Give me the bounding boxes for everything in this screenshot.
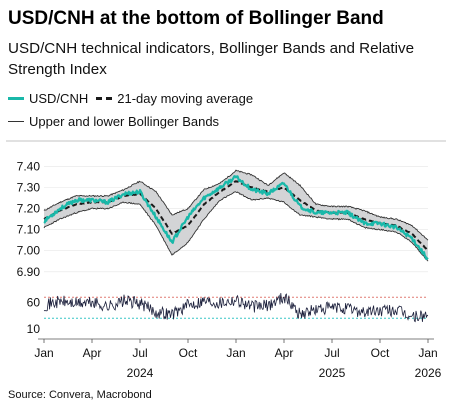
x-tick-label: Jul bbox=[132, 346, 147, 360]
legend-swatch-bands bbox=[8, 121, 24, 122]
bollinger-band-area bbox=[43, 169, 429, 262]
x-tick-label: Jan bbox=[226, 346, 245, 360]
rsi-panel: 10 60 bbox=[27, 293, 429, 336]
series-lower-band-line bbox=[43, 191, 429, 262]
x-tick-label: Apr bbox=[83, 346, 102, 360]
legend-swatch-ma bbox=[96, 97, 113, 100]
legend-label-ma: 21-day moving average bbox=[117, 91, 254, 106]
source-note: Source: Convera, Macrobond bbox=[8, 389, 152, 401]
price-y-axis: 6.90 7.00 7.10 7.20 7.30 7.40 bbox=[17, 159, 41, 278]
chart-title: USD/CNH at the bottom of Bollinger Band bbox=[8, 8, 384, 29]
price-series-lines bbox=[43, 175, 429, 260]
series-upper-band-line bbox=[43, 169, 429, 241]
price-y-tick-label: 7.20 bbox=[17, 202, 41, 216]
bollinger-band-fill bbox=[44, 170, 428, 262]
price-y-tick-label: 7.30 bbox=[17, 181, 41, 195]
rsi-y-tick-label: 60 bbox=[27, 296, 41, 310]
series-usdcnh-line bbox=[43, 175, 429, 260]
legend-row-2: Upper and lower Bollinger Bands bbox=[8, 114, 225, 129]
series-rsi-line bbox=[43, 293, 429, 323]
rsi-y-tick-label: 10 bbox=[27, 322, 41, 336]
x-year-label: 2026 bbox=[415, 366, 442, 380]
legend-swatch-usdcnh bbox=[8, 97, 24, 100]
x-tick-label: Oct bbox=[371, 346, 390, 360]
x-year-label: 2024 bbox=[127, 366, 154, 380]
price-y-tick-label: 7.10 bbox=[17, 223, 41, 237]
x-tick-label: Apr bbox=[275, 346, 294, 360]
x-axis: Jan Apr Jul Oct Jan Apr Jul Oct Jan 2024 2025 2026 bbox=[34, 338, 442, 380]
chart-subtitle: USD/CNH technical indicators, Bollinger … bbox=[8, 40, 415, 78]
x-year-label: 2025 bbox=[319, 366, 346, 380]
legend-label-usdcnh: USD/CNH bbox=[29, 91, 89, 106]
price-y-tick-label: 7.00 bbox=[17, 244, 41, 258]
x-tick-label: Jul bbox=[324, 346, 339, 360]
x-tick-label: Jan bbox=[34, 346, 53, 360]
legend-label-bands: Upper and lower Bollinger Bands bbox=[29, 114, 220, 129]
price-y-tick-label: 6.90 bbox=[17, 265, 41, 279]
price-y-tick-label: 7.40 bbox=[17, 159, 41, 173]
x-tick-label: Oct bbox=[179, 346, 198, 360]
legend-row-1: USD/CNH 21-day moving average bbox=[8, 91, 259, 106]
x-tick-label: Jan bbox=[418, 346, 437, 360]
series-21-day-moving-average-line bbox=[43, 180, 429, 252]
